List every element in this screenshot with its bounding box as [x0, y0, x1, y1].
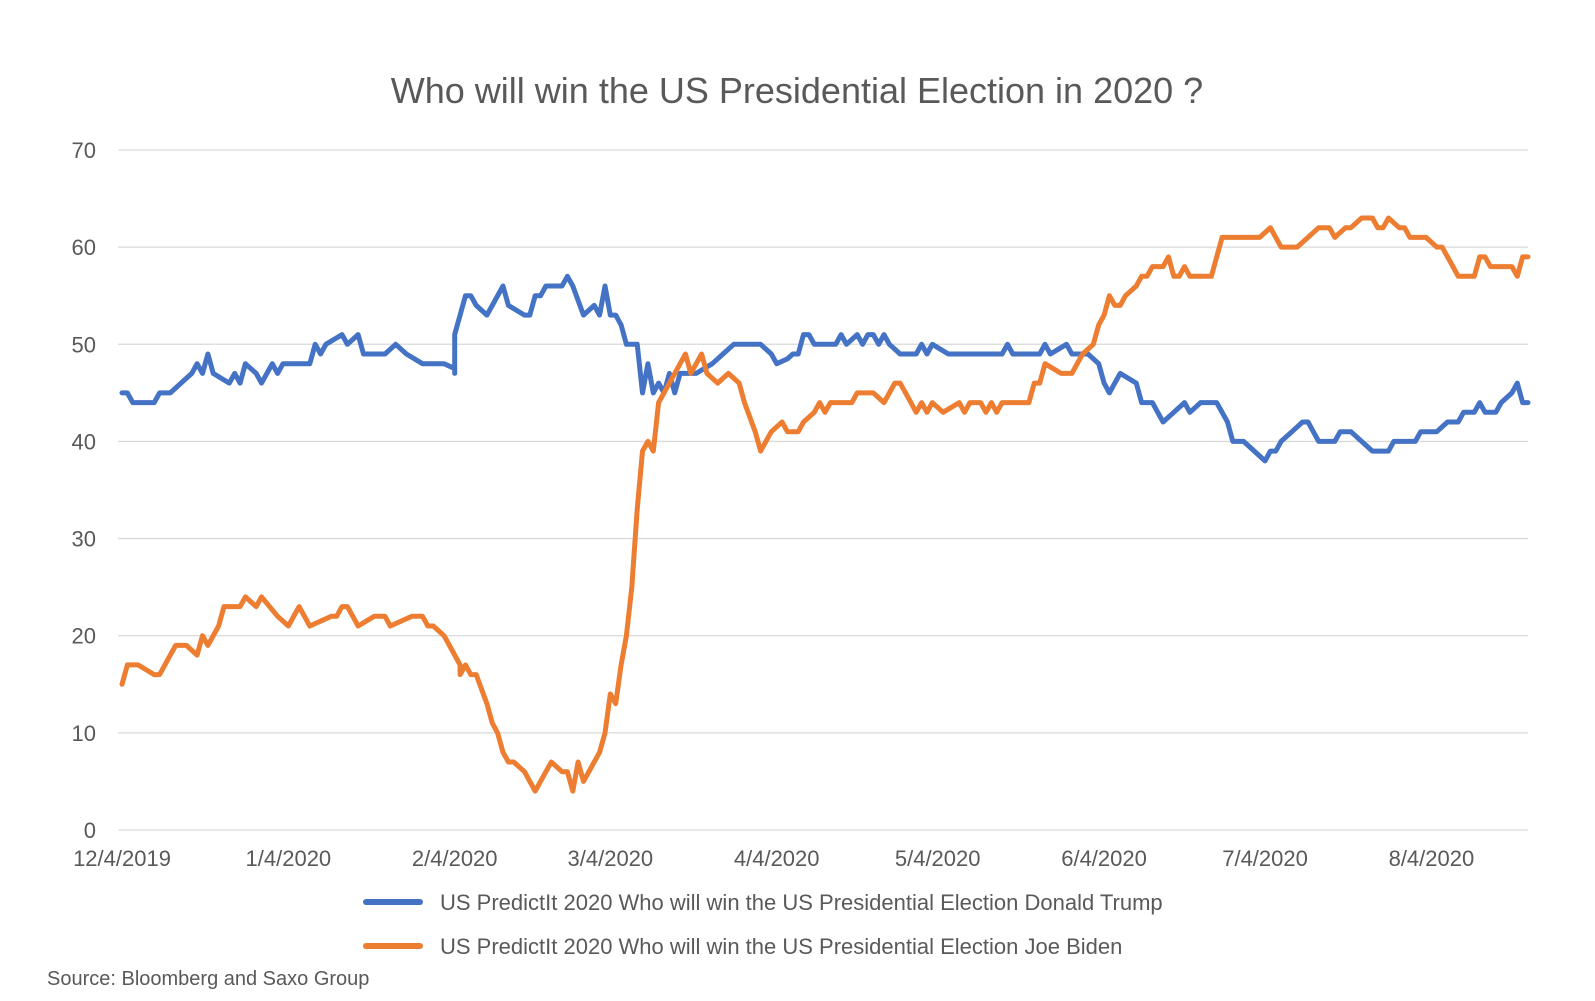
chart-title: Who will win the US Presidential Electio… — [391, 70, 1203, 111]
x-tick-label: 8/4/2020 — [1389, 846, 1475, 871]
series-line-trump — [119, 273, 1531, 464]
x-tick-label: 5/4/2020 — [895, 846, 981, 871]
y-tick-label: 20 — [72, 624, 96, 649]
source-note: Source: Bloomberg and Saxo Group — [47, 968, 369, 990]
legend-label-trump: US PredictIt 2020 Who will win the US Pr… — [440, 890, 1163, 915]
y-tick-label: 0 — [84, 818, 96, 843]
y-tick-label: 10 — [72, 721, 96, 746]
x-tick-label: 2/4/2020 — [412, 846, 498, 871]
series-line-biden — [119, 215, 1531, 794]
x-tick-label: 4/4/2020 — [734, 846, 820, 871]
gridlines — [118, 149, 1528, 831]
x-tick-label: 1/4/2020 — [246, 846, 332, 871]
x-axis-ticks: 12/4/2019 1/4/2020 2/4/2020 3/4/2020 4/4/202… — [73, 846, 1474, 871]
legend: US PredictIt 2020 Who will win the US Pr… — [363, 890, 1163, 959]
y-tick-label: 30 — [72, 527, 96, 552]
y-axis-ticks: 0 10 20 30 40 50 60 70 — [72, 138, 96, 843]
y-tick-label: 70 — [72, 138, 96, 163]
series-lines — [119, 215, 1531, 794]
x-tick-label: 6/4/2020 — [1061, 846, 1147, 871]
x-tick-label: 3/4/2020 — [568, 846, 654, 871]
x-tick-label: 7/4/2020 — [1222, 846, 1308, 871]
y-tick-label: 60 — [72, 235, 96, 260]
legend-label-biden: US PredictIt 2020 Who will win the US Pr… — [440, 934, 1122, 959]
y-tick-label: 40 — [72, 429, 96, 454]
x-tick-label: 12/4/2019 — [73, 846, 171, 871]
y-tick-label: 50 — [72, 332, 96, 357]
